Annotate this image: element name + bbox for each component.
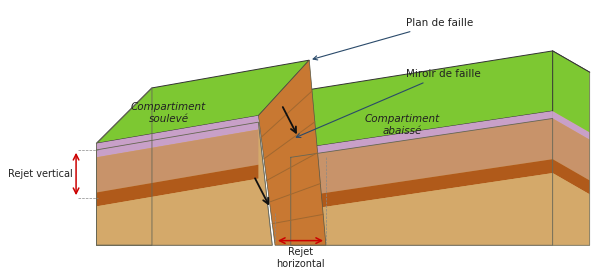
Polygon shape [553, 118, 590, 180]
Text: Rejet vertical: Rejet vertical [8, 169, 73, 179]
Polygon shape [97, 116, 259, 150]
Polygon shape [291, 51, 553, 150]
Polygon shape [553, 159, 590, 194]
Polygon shape [291, 111, 553, 157]
Polygon shape [97, 88, 152, 245]
Polygon shape [97, 93, 152, 185]
Text: Compartiment
abaissé: Compartiment abaissé [364, 114, 439, 136]
Polygon shape [291, 118, 553, 198]
Polygon shape [97, 60, 309, 143]
Polygon shape [553, 173, 590, 245]
Text: Compartiment
soulevé: Compartiment soulevé [131, 102, 206, 124]
Polygon shape [553, 51, 590, 245]
Polygon shape [259, 60, 326, 245]
Polygon shape [291, 118, 553, 245]
Polygon shape [97, 165, 259, 206]
Polygon shape [291, 159, 553, 212]
Text: Plan de faille: Plan de faille [313, 18, 474, 60]
Polygon shape [97, 179, 272, 245]
Polygon shape [97, 122, 272, 245]
Polygon shape [97, 88, 152, 149]
Polygon shape [97, 130, 259, 193]
Polygon shape [553, 51, 590, 132]
Polygon shape [291, 173, 553, 245]
Polygon shape [97, 130, 152, 199]
Polygon shape [97, 122, 259, 157]
Text: Miroir de faille: Miroir de faille [296, 69, 481, 137]
Polygon shape [553, 111, 590, 140]
Polygon shape [97, 143, 152, 245]
Text: Rejet
horizontal: Rejet horizontal [276, 247, 325, 269]
